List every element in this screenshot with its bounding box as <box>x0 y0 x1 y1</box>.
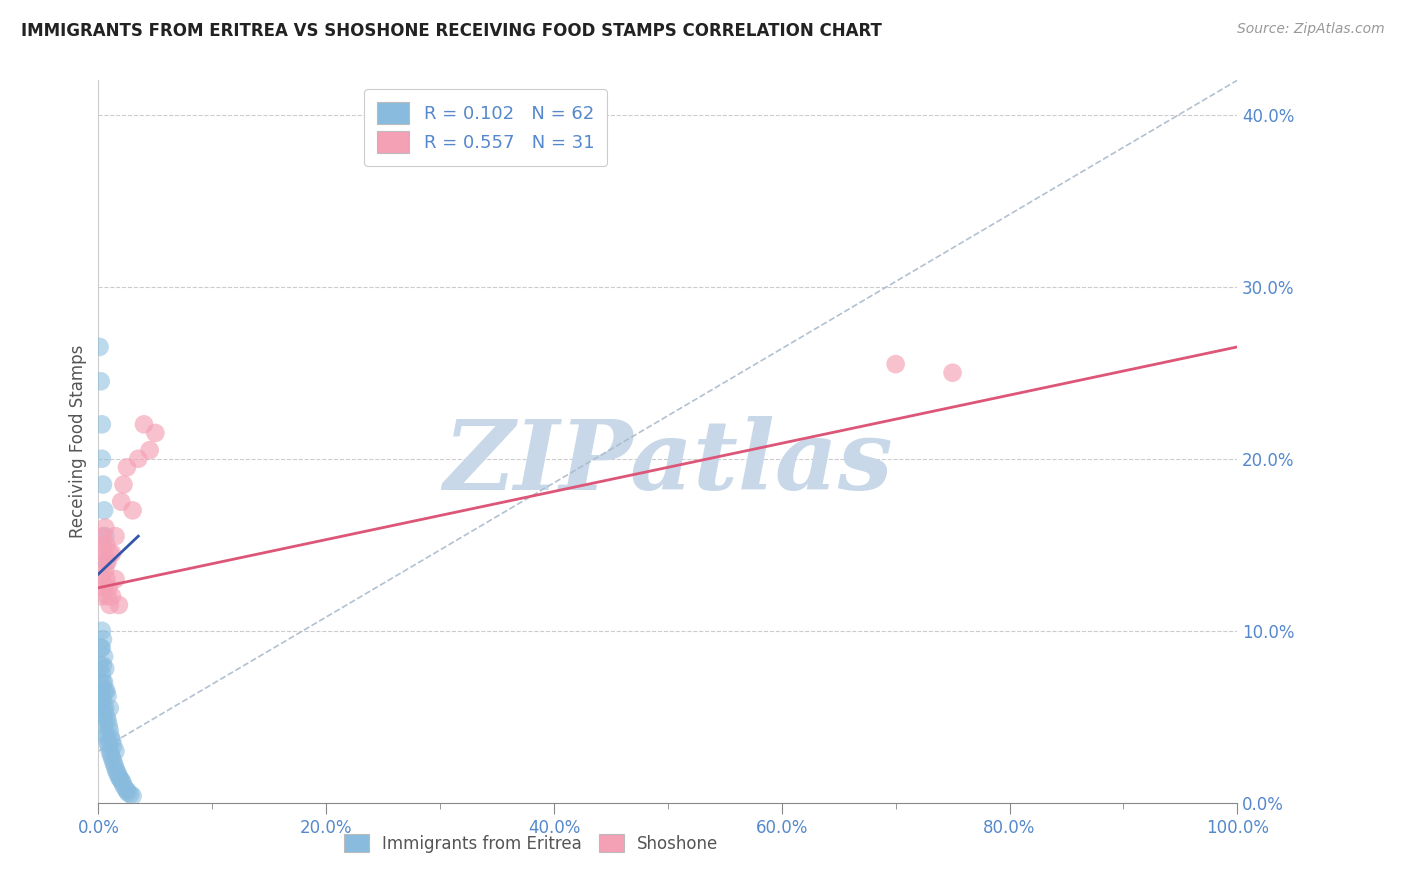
Point <box>94 727 117 741</box>
Point <box>98 701 121 715</box>
Point <box>90 692 112 706</box>
Point <box>101 546 124 560</box>
Point <box>942 366 965 380</box>
Point <box>96 590 118 604</box>
Point <box>90 666 112 681</box>
Point <box>98 598 121 612</box>
Point <box>93 718 115 732</box>
Y-axis label: Receiving Food Stamps: Receiving Food Stamps <box>69 345 87 538</box>
Point <box>110 494 132 508</box>
Point <box>117 785 139 799</box>
Point <box>91 555 114 569</box>
Point <box>108 598 131 612</box>
Point <box>138 443 160 458</box>
Point <box>91 658 114 673</box>
Point <box>98 546 121 560</box>
Point <box>90 572 112 586</box>
Point <box>90 640 112 655</box>
Point <box>103 739 125 753</box>
Point <box>90 675 112 690</box>
Point <box>90 451 112 466</box>
Point <box>90 701 112 715</box>
Point <box>103 755 125 769</box>
Point <box>90 375 112 389</box>
Point <box>97 739 120 753</box>
Point <box>100 747 122 762</box>
Point <box>93 675 115 690</box>
Point <box>90 684 112 698</box>
Point <box>111 775 134 789</box>
Point <box>96 731 118 745</box>
Point <box>93 546 115 560</box>
Point <box>93 701 115 715</box>
Point <box>94 662 117 676</box>
Point <box>96 572 118 586</box>
Point <box>96 713 118 727</box>
Point <box>98 723 121 738</box>
Point <box>97 581 120 595</box>
Point <box>96 555 118 569</box>
Point <box>93 581 115 595</box>
Point <box>93 503 115 517</box>
Point <box>91 675 114 690</box>
Text: IMMIGRANTS FROM ERITREA VS SHOSHONE RECEIVING FOOD STAMPS CORRELATION CHART: IMMIGRANTS FROM ERITREA VS SHOSHONE RECE… <box>21 22 882 40</box>
Point <box>98 744 121 758</box>
Point <box>121 503 143 517</box>
Point <box>145 425 167 440</box>
Point <box>105 764 128 779</box>
Text: Source: ZipAtlas.com: Source: ZipAtlas.com <box>1237 22 1385 37</box>
Point <box>101 751 124 765</box>
Point <box>91 632 114 647</box>
Point <box>115 460 138 475</box>
Point <box>94 520 117 534</box>
Point <box>97 718 120 732</box>
Point <box>120 787 142 801</box>
Point <box>127 451 149 466</box>
Point <box>110 773 132 788</box>
Text: ZIPatlas: ZIPatlas <box>443 417 893 510</box>
Point <box>114 782 136 797</box>
Point <box>104 761 127 775</box>
Point <box>132 417 155 432</box>
Point <box>90 640 112 655</box>
Point <box>104 529 127 543</box>
Point <box>96 684 118 698</box>
Legend: Immigrants from Eritrea, Shoshone: Immigrants from Eritrea, Shoshone <box>337 828 725 860</box>
Point <box>94 701 117 715</box>
Point <box>90 417 112 432</box>
Point <box>112 779 135 793</box>
Point <box>89 658 111 673</box>
Point <box>121 789 143 803</box>
Point <box>90 590 112 604</box>
Point <box>91 692 114 706</box>
Point <box>91 477 114 491</box>
Point <box>107 766 129 780</box>
Point <box>101 734 124 748</box>
Point <box>96 538 118 552</box>
Point <box>91 529 114 543</box>
Point <box>91 710 114 724</box>
Point <box>101 590 124 604</box>
Point <box>90 624 112 638</box>
Point <box>94 529 117 543</box>
Point <box>89 340 111 354</box>
Point <box>96 555 118 569</box>
Point <box>100 731 122 745</box>
Point <box>115 784 138 798</box>
Point <box>90 538 112 552</box>
Point <box>104 744 127 758</box>
Point <box>103 758 125 772</box>
Point <box>96 710 118 724</box>
Point <box>96 689 118 703</box>
Point <box>94 684 117 698</box>
Point <box>884 357 907 371</box>
Point <box>104 572 127 586</box>
Point <box>94 564 117 578</box>
Point <box>112 477 135 491</box>
Point <box>108 772 131 786</box>
Point <box>93 649 115 664</box>
Point <box>108 770 131 784</box>
Point <box>96 735 118 749</box>
